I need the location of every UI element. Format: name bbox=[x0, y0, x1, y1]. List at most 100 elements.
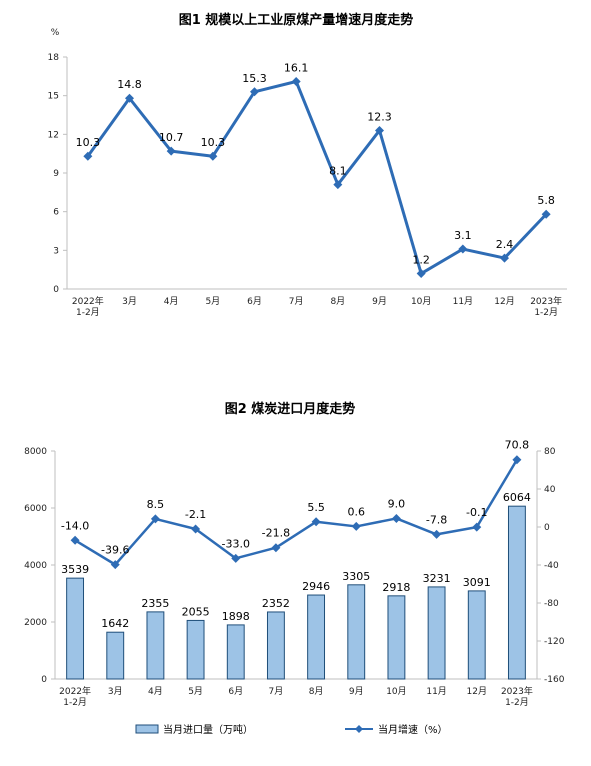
legend-bar-label: 当月进口量（万吨） bbox=[163, 723, 253, 736]
chart2-x-tick-label: 7月 bbox=[269, 686, 284, 697]
chart2-x-tick-label: 12月 bbox=[467, 686, 487, 697]
chart1-x-tick-label: 10月 bbox=[411, 296, 431, 307]
chart1-data-label: 16.1 bbox=[284, 61, 309, 74]
chart2-x-tick-label: 4月 bbox=[148, 686, 163, 697]
legend-line-label: 当月增速（%） bbox=[378, 723, 448, 736]
chart2-x-tick-label: 3月 bbox=[108, 686, 123, 697]
chart2-growth-label: -14.0 bbox=[61, 519, 89, 532]
chart1-point bbox=[333, 180, 343, 190]
chart1-x-tick-label: 6月 bbox=[247, 296, 262, 307]
chart2-bar-label: 2355 bbox=[141, 597, 169, 610]
chart2-bar bbox=[307, 594, 326, 680]
legend-line-marker bbox=[355, 725, 363, 733]
chart1-data-label: 15.3 bbox=[242, 72, 267, 85]
chart1-x-tick-label: 5月 bbox=[205, 296, 220, 307]
chart1-x-tick-label: 1-2月 bbox=[76, 307, 100, 318]
chart2-bar bbox=[387, 595, 406, 680]
chart2-right-tick-label: -40 bbox=[544, 561, 559, 571]
chart1-point bbox=[500, 253, 509, 263]
chart2-x-tick-label: 2022年 bbox=[59, 685, 91, 697]
chart2-growth-point bbox=[472, 522, 482, 532]
legend-bar-swatch bbox=[135, 724, 159, 734]
chart2-growth-point bbox=[271, 543, 281, 553]
chart2-x-tick-label: 1-2月 bbox=[505, 697, 529, 708]
chart2-x-tick-label: 9月 bbox=[349, 686, 364, 697]
chart2-bar bbox=[507, 505, 526, 680]
chart2-right-tick-label: 0 bbox=[544, 523, 550, 533]
chart1-point bbox=[541, 209, 551, 219]
chart2-bar bbox=[186, 619, 205, 680]
chart2-x-tick-label: 10月 bbox=[386, 686, 406, 697]
chart2-bar-label: 1898 bbox=[222, 610, 250, 623]
chart2-growth-point bbox=[70, 535, 80, 545]
chart2-growth-label: -33.0 bbox=[222, 537, 250, 550]
chart2-legend: 当月进口量（万吨） 当月增速（%） bbox=[135, 723, 448, 736]
chart1-point bbox=[250, 87, 259, 97]
chart1-x-tick-label: 7月 bbox=[289, 296, 304, 307]
chart2-bar bbox=[146, 611, 165, 680]
chart2-growth-label: -0.1 bbox=[466, 506, 487, 519]
chart2-x-tick-label: 11月 bbox=[426, 686, 446, 697]
chart1-y-tick-label: 9 bbox=[53, 169, 59, 179]
chart2-bar-label: 2946 bbox=[302, 580, 330, 593]
chart2-right-tick-label: -160 bbox=[544, 675, 565, 685]
chart2-growth-point bbox=[391, 513, 401, 523]
chart2-bar-label: 2055 bbox=[182, 605, 210, 618]
chart1-y-tick-label: 15 bbox=[48, 92, 59, 102]
chart2-bar bbox=[66, 577, 85, 680]
chart2-left-tick-label: 6000 bbox=[24, 504, 47, 514]
chart1-x-tick-label: 4月 bbox=[164, 296, 179, 307]
chart2-growth-point bbox=[231, 553, 241, 563]
chart2-bar-label: 2352 bbox=[262, 597, 290, 610]
chart1-y-tick-label: 0 bbox=[53, 285, 59, 295]
chart2-bar bbox=[106, 631, 125, 680]
chart1-data-label: 3.1 bbox=[454, 229, 472, 242]
chart2-growth-label: 70.8 bbox=[505, 439, 530, 452]
chart2-bar-label: 3091 bbox=[463, 576, 491, 589]
chart2-growth-point bbox=[432, 529, 442, 539]
chart1-point bbox=[83, 151, 93, 161]
chart2-growth-label: -21.8 bbox=[262, 527, 290, 540]
chart1-x-tick-label: 1-2月 bbox=[534, 307, 558, 318]
chart2-growth-label: -7.8 bbox=[426, 513, 447, 526]
chart2-growth-label: 5.5 bbox=[307, 501, 325, 514]
chart1-data-label: 5.8 bbox=[537, 194, 555, 207]
chart2-growth-point bbox=[512, 455, 522, 465]
chart2-left-tick-label: 2000 bbox=[24, 618, 47, 628]
chart1-data-label: 1.2 bbox=[412, 254, 430, 267]
chart1-point bbox=[416, 269, 426, 279]
chart2-growth-line bbox=[74, 459, 518, 566]
chart1-x-tick-label: 11月 bbox=[453, 296, 473, 307]
chart2-bar-label: 3539 bbox=[61, 563, 89, 576]
chart1-x-tick-label: 2022年 bbox=[72, 295, 104, 307]
chart2-growth-point bbox=[311, 517, 321, 527]
chart1-x-tick-label: 3月 bbox=[122, 296, 137, 307]
chart1-y-axis-label: % bbox=[51, 28, 60, 38]
chart2-left-tick-label: 4000 bbox=[24, 561, 47, 571]
chart1-series-line bbox=[86, 79, 548, 276]
chart2-growth-label: 8.5 bbox=[147, 498, 165, 511]
chart2-growth-point bbox=[150, 514, 160, 524]
chart1-data-label: 12.3 bbox=[367, 110, 392, 123]
chart2-growth-label: 9.0 bbox=[388, 497, 406, 510]
chart2-bar-label: 3231 bbox=[423, 572, 451, 585]
chart2-right-tick-label: -120 bbox=[544, 637, 565, 647]
chart2-bar bbox=[226, 624, 245, 680]
chart1-y-tick-label: 3 bbox=[53, 246, 59, 256]
chart1-x-tick-label: 2023年 bbox=[530, 295, 562, 307]
chart1-data-label: 10.3 bbox=[201, 136, 226, 149]
chart2-growth-label: -39.6 bbox=[101, 544, 129, 557]
chart2-x-tick-label: 6月 bbox=[228, 686, 243, 697]
chart1-x-tick-label: 8月 bbox=[330, 296, 345, 307]
chart2-left-tick-label: 0 bbox=[41, 675, 47, 685]
chart1-y-tick-label: 6 bbox=[53, 208, 59, 218]
chart2-growth-label: 0.6 bbox=[348, 505, 366, 518]
chart2-growth-point bbox=[191, 524, 201, 534]
chart2-right-tick-label: 80 bbox=[544, 447, 556, 457]
chart2-right-tick-label: 40 bbox=[544, 485, 556, 495]
chart2-bar-label: 1642 bbox=[101, 617, 129, 630]
chart2-title: 图2 煤炭进口月度走势 bbox=[225, 401, 356, 417]
chart2-bar-label: 2918 bbox=[382, 581, 410, 594]
chart2-left-tick-label: 8000 bbox=[24, 447, 47, 457]
chart1-point bbox=[208, 151, 218, 161]
